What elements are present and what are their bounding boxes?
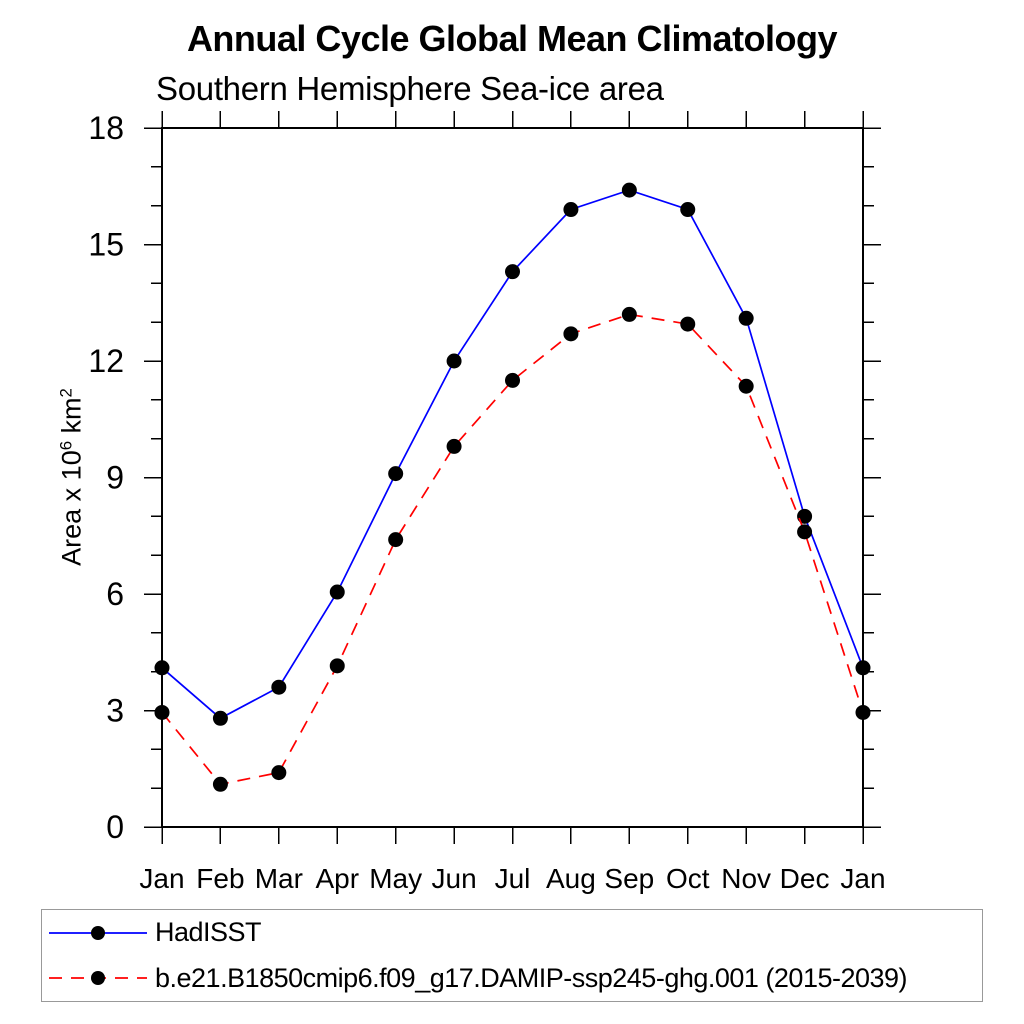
model-line-marker	[738, 378, 754, 394]
x-tick-label: Jan	[840, 863, 885, 894]
legend-item-model: b.e21.B1850cmip6.f09_g17.DAMIP-ssp245-gh…	[42, 958, 982, 998]
legend-label-hadisst: HadISST	[155, 917, 262, 948]
y-tick-label: 15	[88, 227, 124, 263]
hadisst-line-marker	[154, 660, 170, 676]
hadisst-line-marker	[446, 353, 462, 369]
hadisst-line-marker	[797, 508, 813, 524]
model-line-marker	[505, 372, 520, 388]
model-line-sample	[49, 971, 147, 986]
legend-label-model: b.e21.B1850cmip6.f09_g17.DAMIP-ssp245-gh…	[155, 962, 908, 993]
x-tick-label: Sep	[604, 863, 654, 894]
legend: HadISST b.e21.B1850cmip6.f09_g17.DAMIP-s…	[41, 909, 983, 1002]
hadisst-line-marker	[505, 264, 520, 280]
model-line-marker	[563, 326, 579, 342]
model-line-marker	[329, 658, 345, 674]
y-tick-label: 9	[106, 460, 124, 496]
hadisst-line-marker	[855, 660, 871, 676]
x-tick-label: Apr	[315, 863, 359, 894]
model-line-sample-marker	[91, 971, 105, 986]
model-line-marker	[212, 776, 228, 792]
hadisst-line-marker	[621, 182, 637, 198]
model-line-marker	[271, 765, 287, 781]
chart-title: Annual Cycle Global Mean Climatology	[186, 18, 838, 59]
model-line-marker	[855, 704, 871, 720]
x-tick-label: Oct	[666, 863, 710, 894]
hadisst-line-marker	[388, 466, 404, 482]
model-line-marker	[388, 532, 404, 548]
hadisst-line-marker	[329, 584, 345, 600]
x-tick-label: May	[369, 863, 422, 894]
model-line-marker	[154, 704, 170, 720]
x-tick-label: Dec	[780, 863, 830, 894]
model-line-marker	[797, 524, 813, 540]
hadisst-line-marker	[680, 202, 696, 218]
hadisst-line-marker	[212, 710, 228, 726]
y-tick-label: 6	[106, 576, 124, 612]
y-tick-label: 12	[88, 343, 124, 379]
x-tick-label: Aug	[546, 863, 596, 894]
axis-frame	[161, 127, 864, 828]
y-tick-label: 0	[106, 809, 124, 845]
x-tick-label: Mar	[255, 863, 303, 894]
hadisst-line-marker	[271, 679, 287, 695]
y-tick-label: 3	[106, 693, 124, 729]
model-line-marker	[680, 316, 696, 332]
x-tick-label: Jul	[495, 863, 531, 894]
y-tick-label: 18	[88, 110, 124, 146]
model-line-marker	[446, 438, 462, 454]
hadisst-line-marker	[563, 202, 579, 218]
legend-item-hadisst: HadISST	[42, 913, 982, 953]
hadisst-line-sample-marker	[91, 925, 105, 940]
hadisst-line-marker	[738, 310, 754, 326]
x-tick-label: Jan	[139, 863, 184, 894]
model-line-marker	[621, 306, 637, 322]
x-tick-label: Nov	[721, 863, 771, 894]
x-tick-label: Jun	[432, 863, 477, 894]
hadisst-line-sample	[49, 925, 147, 940]
x-tick-label: Feb	[196, 863, 244, 894]
chart-subtitle: Southern Hemisphere Sea-ice area	[156, 70, 664, 107]
